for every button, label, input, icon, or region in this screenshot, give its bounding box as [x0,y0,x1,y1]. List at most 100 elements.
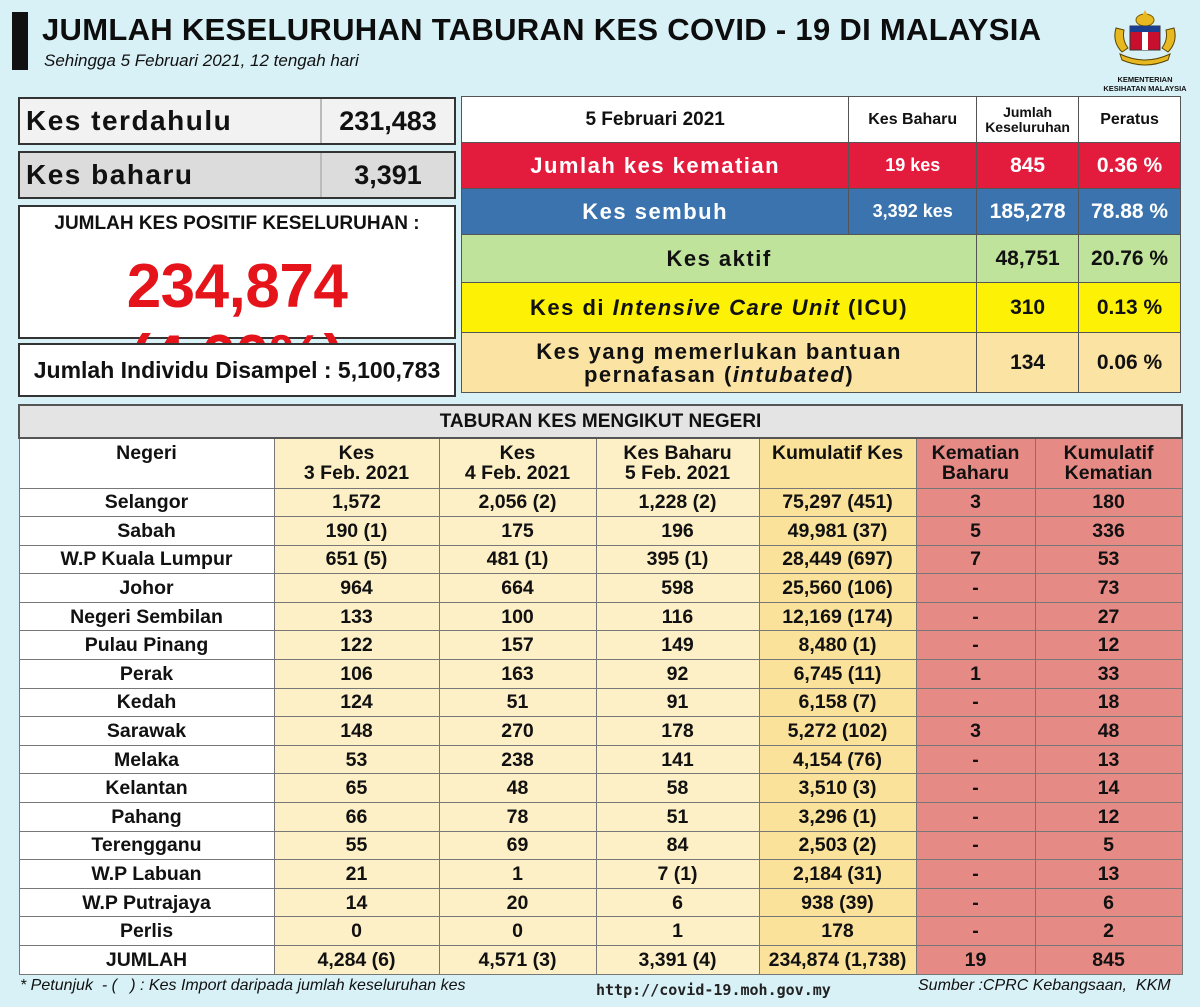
table-row: W.P Labuan 21 1 7 (1) 2,184 (31) -13 [18,859,1183,889]
col-state-cell: Melaka [18,744,275,775]
col-state-cell: W.P Labuan [18,859,275,889]
col-cumulative-cases-cell: 2,184 (31) [758,859,917,889]
col-cases-3feb-cell: 1,572 [273,487,440,518]
col-cumulative-deaths-cell: 33 [1034,659,1183,689]
table-row: Kedah 124 51 91 6,158 (7) -18 [18,687,1183,718]
recovered-percent: 78.88 % [1078,188,1181,235]
col-cases-3feb-cell: 21 [273,859,440,889]
recovered-total: 185,278 [976,188,1080,235]
col-cases-4feb-cell: 163 [438,659,597,689]
col-new-cases-5feb-cell: 116 [595,601,760,632]
deaths-label: Jumlah kes kematian [460,142,850,189]
col-cases-4feb-cell: 664 [438,573,597,603]
col-new-deaths-cell: 19 [915,945,1036,975]
col-cumulative-deaths-cell: 845 [1034,945,1183,975]
daily-summary-table: 5 Februari 2021 Kes Baharu Jumlah Keselur… [460,96,1181,393]
col-new-deaths-cell: - [915,630,1036,661]
col-cases-4feb-cell: 51 [438,687,597,718]
col-cases-4feb-cell: 1 [438,859,597,889]
col-new-deaths-cell: 5 [915,516,1036,546]
col-new-deaths-cell: - [915,573,1036,603]
col-cumulative-cases-cell: 25,560 (106) [758,573,917,603]
active-percent: 20.76 % [1078,234,1181,283]
col-cumulative-deaths-cell: 13 [1034,859,1183,889]
col-cases-4feb-cell: 20 [438,887,597,918]
col-percent: Peratus [1078,96,1181,143]
table-row: W.P Kuala Lumpur 651 (5) 481 (1) 395 (1) 28,… [18,544,1183,575]
summary-date: 5 Februari 2021 [460,96,850,143]
col-cases-4feb-cell: 4,571 (3) [438,945,597,975]
icu-total: 310 [976,282,1080,333]
col-cumulative-cases-cell: 938 (39) [758,887,917,918]
col-new-deaths-cell: - [915,887,1036,918]
page-title: JUMLAH KESELURUHAN TABURAN KES COVID - 1… [42,12,1042,47]
col-cases-4feb-cell: 238 [438,744,597,775]
table-row: Perlis 0 0 1 178-2 [18,916,1183,946]
col-new-deaths-cell: - [915,859,1036,889]
table-total-row: JUMLAH 4,284 (6) 4,571 (3) 3,391 (4) 234,874… [18,945,1183,975]
col-cumulative-cases-cell: 3,296 (1) [758,802,917,832]
col-new-deaths-cell: - [915,916,1036,946]
table-row: Pulau Pinang 122 157 149 8,480 (1) -12 [18,630,1183,661]
col-new-cases-5feb-cell: 1 [595,916,760,946]
col-cumulative-cases-cell: 234,874 (1,738) [758,945,917,975]
col-new-cases-5feb-cell: 141 [595,744,760,775]
ministry-logo: KEMENTERIAN KESIHATAN MALAYSIA [1096,8,1194,93]
col-cumulative-deaths-cell: 6 [1034,887,1183,918]
ministry-logo-label: KEMENTERIAN KESIHATAN MALAYSIA [1103,75,1187,93]
col-state-cell: Sarawak [18,716,275,746]
col-new-cases: Kes Baharu [848,96,978,143]
col-new-cases-5feb-cell: 3,391 (4) [595,945,760,975]
col-state-cell: Sabah [18,516,275,546]
icu-label: Kes di Intensive Care Unit (ICU) [460,282,978,333]
col-cases-4feb-cell: 100 [438,601,597,632]
previous-cases-value: 231,483 [339,105,437,136]
col-new-cases-5feb-cell: 92 [595,659,760,689]
col-new-cases-5feb-cell: 58 [595,773,760,804]
table-row: Sarawak 148 270 178 5,272 (102) 3 48 [18,716,1183,746]
recovered-new: 3,392 kes [848,188,978,235]
col-cases-3feb-cell: 66 [273,802,440,832]
col-new-deaths-cell: 1 [915,659,1036,689]
sampled-individuals-label: Jumlah Individu Disampel : [33,356,338,383]
intubated-total: 134 [976,332,1080,393]
col-cumulative-deaths-cell: 14 [1034,773,1183,804]
table-row: Kelantan 65 48 58 3,510 (3) -14 [18,773,1183,804]
col-cumulative-deaths-header: Kumulatif Kematian [1034,437,1183,489]
col-cases-3feb-cell: 14 [273,887,440,918]
col-new-deaths-cell: 3 [915,487,1036,518]
col-state-cell: Pahang [18,802,275,832]
active-label: Kes aktif [460,234,978,283]
col-state-cell: W.P Putrajaya [18,887,275,918]
icu-row: Kes di Intensive Care Unit (ICU) 310 0.1… [460,282,1181,333]
col-cases-4feb-cell: 78 [438,802,597,832]
state-table-title: TABURAN KES MENGIKUT NEGERI [17,404,1184,439]
col-cumulative-deaths-cell: 180 [1034,487,1183,518]
previous-cases-label: Kes terdahulu [20,99,322,143]
col-new-cases-5feb-cell: 51 [595,802,760,832]
col-cumulative-deaths-cell: 2 [1034,916,1183,946]
source-url-link[interactable]: http://covid-19.moh.gov.my [596,981,831,999]
col-new-deaths-cell: 3 [915,716,1036,746]
col-cases-3feb-cell: 55 [273,830,440,861]
col-cases-3feb-cell: 0 [273,916,440,946]
col-cases-4feb-cell: 157 [438,630,597,661]
recovered-row: Kes sembuh 3,392 kes 185,278 78.88 % [460,188,1181,235]
intubated-percent: 0.06 % [1078,332,1181,393]
col-cumulative-cases-cell: 3,510 (3) [758,773,917,804]
col-state-cell: Johor [18,573,275,603]
col-cases-3feb-cell: 148 [273,716,440,746]
total-positive-label: JUMLAH KES POSITIF KESELURUHAN : [54,213,420,234]
col-cumulative-cases-cell: 8,480 (1) [758,630,917,661]
previous-cases-row: Kes terdahulu 231,483 [18,97,456,145]
coat-of-arms-icon [1114,10,1176,66]
col-new-cases-5feb-cell: 84 [595,830,760,861]
col-new-deaths-cell: - [915,601,1036,632]
col-new-deaths-cell: - [915,802,1036,832]
page-subtitle: Sehingga 5 Februari 2021, 12 tengah hari [44,51,359,70]
col-cases-3feb-cell: 53 [273,744,440,775]
col-state-cell: W.P Kuala Lumpur [18,544,275,575]
col-new-cases-5feb-cell: 178 [595,716,760,746]
summary-header-row: 5 Februari 2021 Kes Baharu Jumlah Keselur… [460,96,1181,143]
col-cases-3feb-cell: 133 [273,601,440,632]
